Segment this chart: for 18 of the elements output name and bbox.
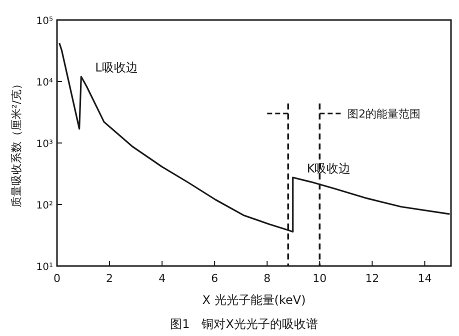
x-tick-label: 10: [312, 272, 327, 285]
x-tick-label: 6: [211, 272, 218, 285]
x-tick-label: 14: [418, 272, 432, 285]
y-axis-title: 质量吸收系数（厘米²/克）: [10, 78, 23, 208]
x-tick-label: 8: [264, 272, 271, 285]
annotation: L吸收边: [95, 60, 138, 75]
y-tick-label: 10¹: [36, 262, 53, 273]
x-tick-label: 12: [365, 272, 380, 285]
y-tick-label: 10⁵: [36, 16, 53, 27]
annotation: 图1 铜对X光光子的吸收谱: [170, 317, 318, 331]
x-tick-label: 2: [106, 272, 114, 285]
x-tick-label: 4: [158, 272, 166, 285]
y-tick-label: 10⁴: [36, 78, 53, 88]
ref-line-label: 图2的能量范围: [348, 107, 421, 120]
y-tick-label: 10³: [36, 139, 53, 150]
y-tick-label: 10²: [36, 200, 53, 212]
x-tick-label: 0: [54, 272, 60, 285]
x-axis-title: X 光光子能量(keV): [202, 293, 306, 307]
